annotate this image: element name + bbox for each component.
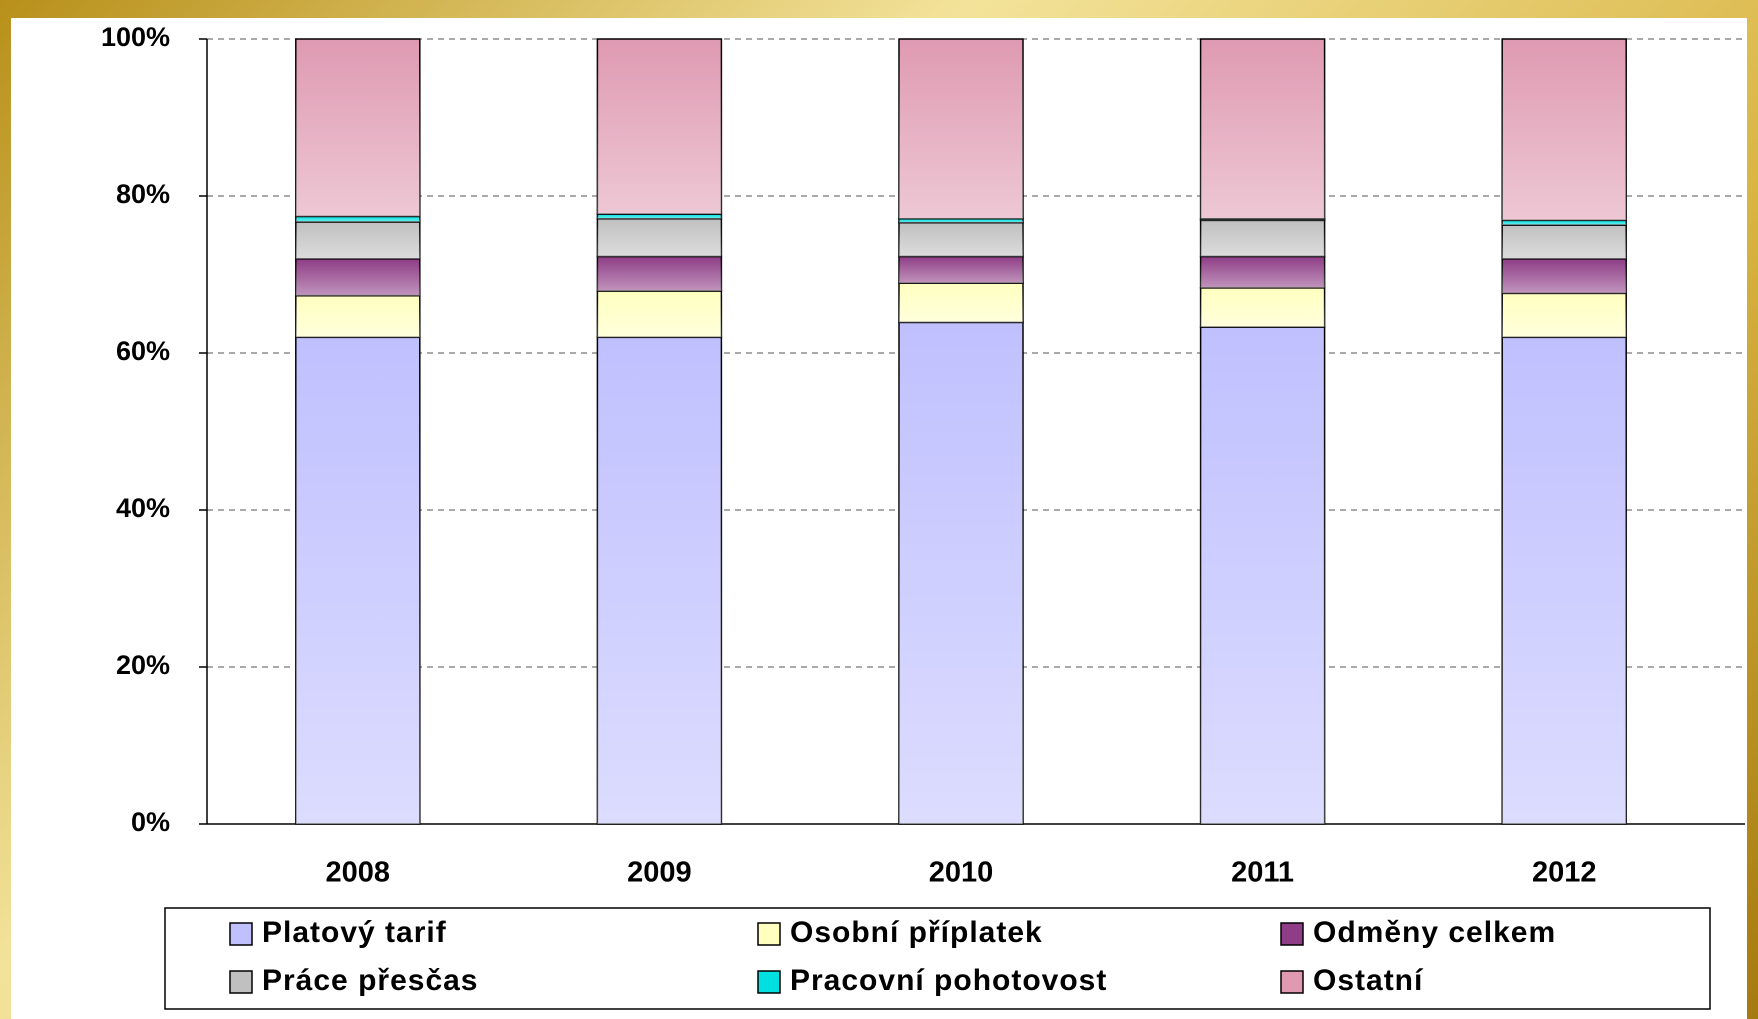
bar-segment [1501, 336, 1627, 825]
bar-segment [898, 38, 1024, 220]
bar-segment [1199, 255, 1326, 289]
bar-segment [295, 336, 421, 825]
bar-segment [295, 38, 421, 218]
bar-segment [898, 321, 1024, 825]
legend-swatch [1280, 922, 1304, 946]
bar-segment [1501, 224, 1627, 260]
x-tick-label: 2008 [326, 857, 391, 889]
legend-label: Práce přesčas [262, 964, 479, 997]
legend-swatch [229, 922, 253, 946]
legend-swatch [757, 970, 781, 994]
x-tick-label: 2012 [1532, 857, 1597, 889]
y-tick-label: 0% [131, 807, 170, 837]
y-tick-label: 60% [116, 336, 170, 366]
bar-segment [295, 258, 421, 297]
bar-segment [596, 290, 723, 339]
x-tick-label: 2010 [929, 857, 994, 889]
bar-segment [295, 221, 421, 260]
bar-segment [1501, 258, 1627, 295]
legend-label: Osobní příplatek [790, 916, 1043, 949]
legend-swatch [1280, 970, 1304, 994]
bar-segment [1199, 326, 1326, 825]
legend-label: Ostatní [1313, 964, 1424, 997]
legend-label: Odměny celkem [1313, 916, 1556, 949]
bar-segment [596, 336, 723, 825]
bar-segment [1501, 38, 1627, 222]
y-tick-label: 40% [116, 493, 170, 523]
bar-segment [898, 221, 1024, 258]
panel [11, 18, 1747, 1019]
bar-segment [898, 255, 1024, 284]
x-tick-label: 2011 [1231, 857, 1294, 889]
bar-segment [1501, 292, 1627, 339]
y-tick-label: 80% [116, 179, 170, 209]
bar-segment [295, 294, 421, 339]
bar-segment [898, 282, 1024, 324]
legend-swatch [229, 970, 253, 994]
legend-label: Pracovní pohotovost [790, 964, 1107, 997]
bar-segment [596, 255, 723, 292]
legend-swatch [757, 922, 781, 946]
legend-label: Platový tarif [262, 916, 447, 949]
y-tick-label: 20% [116, 650, 170, 680]
bar-segment [295, 215, 421, 223]
bar-segment [1199, 38, 1326, 220]
bar-segment [596, 218, 723, 258]
bar-segment [1199, 219, 1326, 258]
x-tick-label: 2009 [627, 857, 692, 889]
bar-segment [1199, 287, 1326, 328]
legend-box [164, 907, 1711, 1010]
bar-segment [596, 38, 723, 215]
y-tick-label: 100% [101, 22, 170, 52]
